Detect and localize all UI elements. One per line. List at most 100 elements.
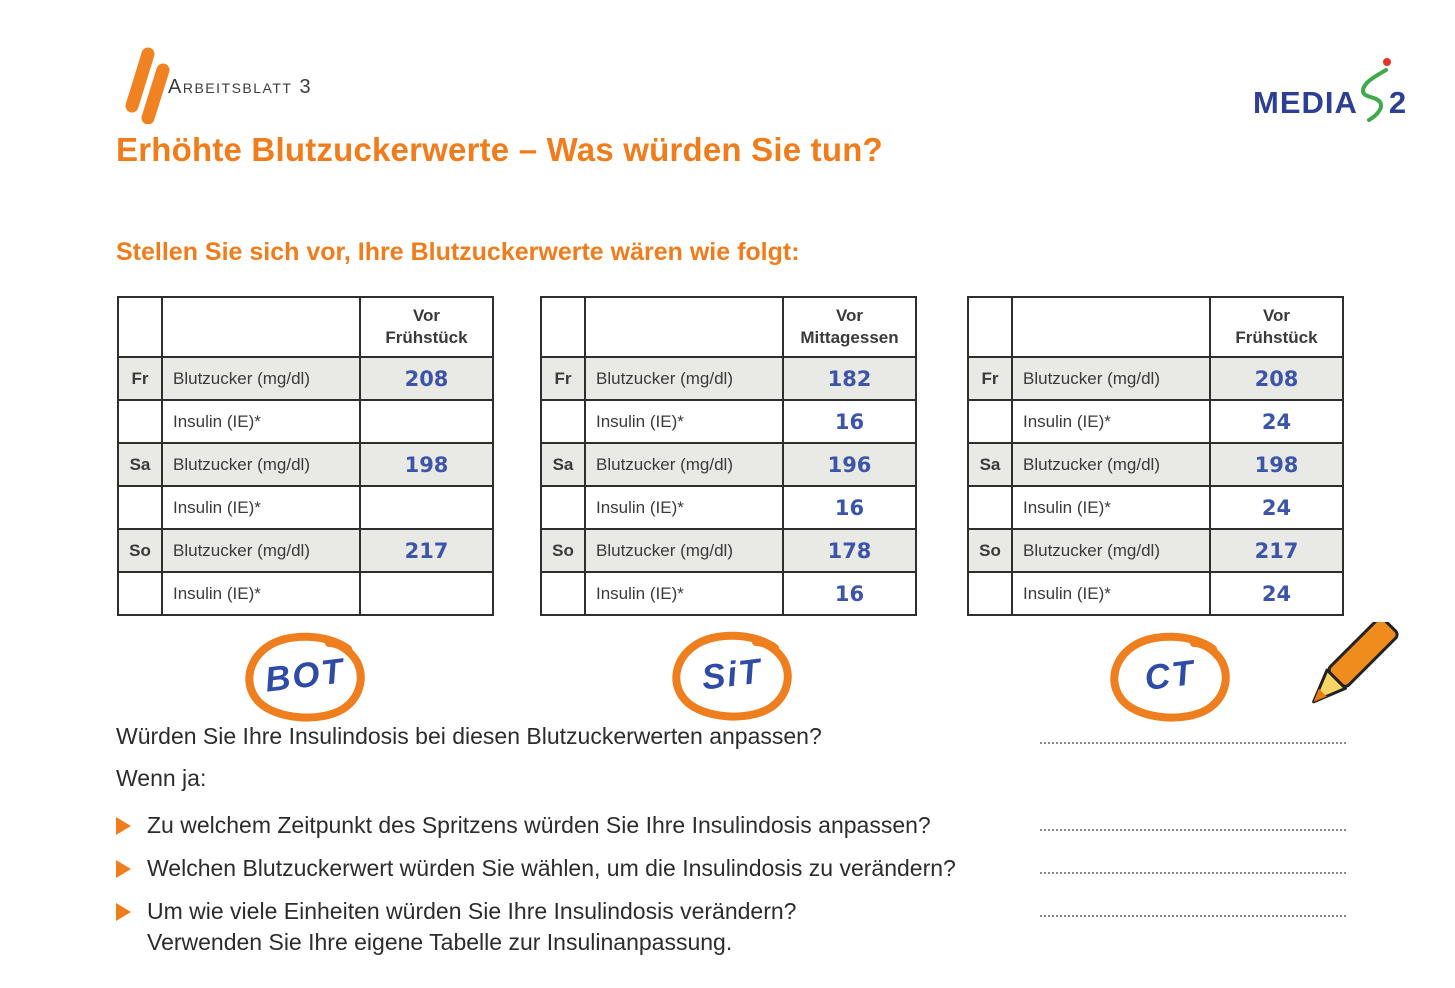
answer-line-4[interactable] (1040, 915, 1346, 917)
metric-label: Blutzucker (mg/dl) (1011, 528, 1211, 573)
day-cell (967, 399, 1013, 444)
table-row: Sa Blutzucker (mg/dl) 196 (540, 442, 917, 487)
value-cell-empty[interactable] (359, 485, 494, 530)
bullet-triangle-icon (116, 860, 131, 878)
value-cell: 182 (782, 356, 917, 401)
metric-label: Blutzucker (mg/dl) (584, 442, 784, 487)
corner-cell (161, 296, 361, 358)
table-row: So Blutzucker (mg/dl) 217 (117, 528, 494, 573)
metric-label: Insulin (IE)* (584, 399, 784, 444)
bullet-item-2: Welchen Blutzuckerwert würden Sie wählen… (114, 855, 956, 882)
metric-label: Insulin (IE)* (161, 485, 361, 530)
hand-drawn-circle-icon (672, 631, 792, 721)
answer-line-1[interactable] (1040, 742, 1346, 744)
day-cell: So (967, 528, 1013, 573)
day-cell (967, 485, 1013, 530)
day-cell: Fr (540, 356, 586, 401)
table-row: Fr Blutzucker (mg/dl) 182 (540, 356, 917, 401)
bullet-triangle-icon (116, 903, 131, 921)
metric-label: Blutzucker (mg/dl) (161, 528, 361, 573)
label-wenn-ja: Wenn ja: (116, 765, 207, 791)
value-cell: 178 (782, 528, 917, 573)
hand-drawn-circle-icon (1110, 632, 1230, 722)
day-cell (117, 571, 163, 616)
table-row: Insulin (IE)* 16 (540, 485, 917, 530)
day-cell: Sa (540, 442, 586, 487)
table-row: Sa Blutzucker (mg/dl) 198 (117, 442, 494, 487)
metric-label: Insulin (IE)* (1011, 485, 1211, 530)
metric-label: Insulin (IE)* (1011, 571, 1211, 616)
corner-cell (540, 296, 586, 358)
value-cell: 217 (359, 528, 494, 573)
metric-label: Blutzucker (mg/dl) (161, 356, 361, 401)
pencil-icon (1312, 622, 1399, 704)
day-cell (967, 571, 1013, 616)
value-cell: 24 (1209, 571, 1344, 616)
value-cell-empty[interactable] (359, 571, 494, 616)
corner-cell (967, 296, 1013, 358)
table-row: Insulin (IE)* 16 (540, 399, 917, 444)
therapy-badge-sit: SiT (667, 629, 797, 724)
therapy-badge-ct: CT (1105, 630, 1235, 725)
day-cell: Sa (967, 442, 1013, 487)
logo-text-media: MEDIA (1253, 85, 1358, 120)
table-row: So Blutzucker (mg/dl) 217 (967, 528, 1344, 573)
page-title: Erhöhte Blutzuckerwerte – Was würden Sie… (116, 131, 883, 168)
metric-label: Insulin (IE)* (161, 571, 361, 616)
column-header: Vor Frühstück (359, 296, 494, 358)
metric-label: Blutzucker (mg/dl) (1011, 356, 1211, 401)
logo-s-swirl-icon (1360, 58, 1391, 122)
table-row: Insulin (IE)* 24 (967, 571, 1344, 616)
value-cell: 198 (359, 442, 494, 487)
bullet-3-continuation: Verwenden Sie Ihre eigene Tabelle zur In… (147, 929, 733, 955)
therapy-badge-bot: BOT (240, 630, 370, 725)
table-row: Insulin (IE)* (117, 571, 494, 616)
instruction-subtitle: Stellen Sie sich vor, Ihre Blutzuckerwer… (116, 238, 800, 266)
day-cell (117, 485, 163, 530)
answer-line-2[interactable] (1040, 829, 1346, 831)
metric-label: Insulin (IE)* (161, 399, 361, 444)
question-adjust-insulin: Würden Sie Ihre Insulindosis bei diesen … (116, 723, 822, 749)
table-row: Insulin (IE)* (117, 485, 494, 530)
answer-line-3[interactable] (1040, 872, 1346, 874)
day-cell: So (540, 528, 586, 573)
metric-label: Blutzucker (mg/dl) (1011, 442, 1211, 487)
value-cell: 24 (1209, 399, 1344, 444)
value-cell: 208 (1209, 356, 1344, 401)
table-row: Insulin (IE)* 24 (967, 485, 1344, 530)
value-cell: 196 (782, 442, 917, 487)
logo-red-dot-icon (1382, 58, 1391, 66)
table-row: Fr Blutzucker (mg/dl) 208 (967, 356, 1344, 401)
column-header: Vor Mittagessen (782, 296, 917, 358)
metric-label: Blutzucker (mg/dl) (584, 528, 784, 573)
bz-table-bot: Vor Frühstück Fr Blutzucker (mg/dl) 208 … (117, 296, 494, 616)
metric-label: Blutzucker (mg/dl) (584, 356, 784, 401)
therapy-label-bot: BOT (262, 651, 347, 700)
corner-cell (1011, 296, 1211, 358)
worksheet-slashes-icon (125, 47, 170, 124)
day-cell: Fr (967, 356, 1013, 401)
metric-label: Insulin (IE)* (584, 485, 784, 530)
hand-drawn-circle-icon (245, 632, 365, 722)
corner-cell (117, 296, 163, 358)
table-row: Fr Blutzucker (mg/dl) 208 (117, 356, 494, 401)
metric-label: Insulin (IE)* (1011, 399, 1211, 444)
value-cell: 24 (1209, 485, 1344, 530)
table-row: Insulin (IE)* 24 (967, 399, 1344, 444)
medias2-logo: MEDIA 2 (1253, 56, 1408, 122)
worksheet-label: Arbeitsblatt 3 (168, 76, 313, 98)
therapy-label-sit: SiT (699, 651, 765, 698)
bullet-triangle-icon (116, 817, 131, 835)
value-cell-empty[interactable] (359, 399, 494, 444)
therapy-label-ct: CT (1142, 653, 1198, 698)
bz-table-ct: Vor Frühstück Fr Blutzucker (mg/dl) 208 … (967, 296, 1344, 616)
corner-cell (584, 296, 784, 358)
logo-text-2: 2 (1388, 85, 1408, 120)
value-cell: 16 (782, 399, 917, 444)
value-cell: 217 (1209, 528, 1344, 573)
value-cell: 208 (359, 356, 494, 401)
day-cell (540, 571, 586, 616)
value-cell: 198 (1209, 442, 1344, 487)
table-row: So Blutzucker (mg/dl) 178 (540, 528, 917, 573)
